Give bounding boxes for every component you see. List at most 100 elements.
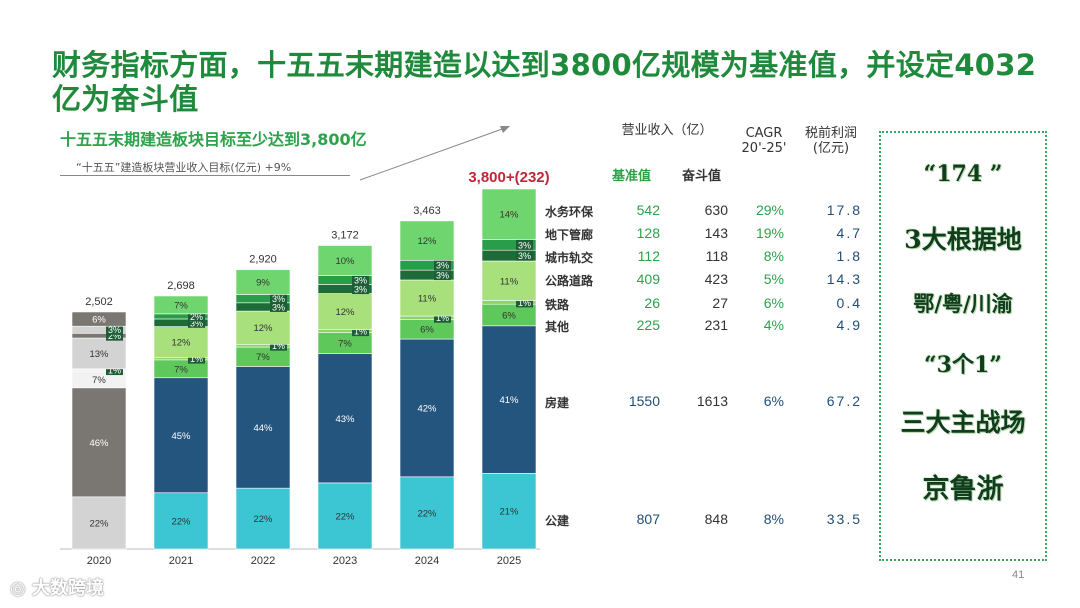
x-tick-label: 2025 — [497, 555, 521, 567]
profit-value: 4.9 — [836, 317, 862, 333]
x-tick-label: 2024 — [415, 555, 439, 567]
base-value: 1550 — [628, 393, 660, 409]
segment-pct-label: 7% — [338, 339, 352, 350]
bar-segment — [71, 311, 127, 327]
profit-value: 14.3 — [826, 271, 862, 287]
bar-segment — [481, 188, 537, 240]
cagr-value: 5% — [763, 271, 784, 287]
bar-segment — [71, 496, 127, 550]
small-segment-badge — [188, 317, 205, 328]
segment-pct-label: 3% — [190, 318, 203, 328]
base-value: 807 — [636, 511, 660, 527]
segment-pct-label: 3% — [272, 294, 285, 304]
segment-pct-label: 1% — [518, 298, 531, 308]
segment-pct-label: 22% — [89, 518, 109, 529]
bar-total-label: 3,800+(232) — [468, 169, 549, 186]
profit-value: 4.7 — [836, 225, 862, 241]
bar-segment — [317, 353, 373, 484]
bar-segment — [481, 325, 537, 474]
small-segment-badge — [434, 260, 451, 271]
segment-pct-label: 10% — [335, 256, 355, 267]
small-segment-badge — [352, 284, 369, 295]
bar-segment — [235, 269, 291, 295]
small-segment-badge — [188, 353, 205, 364]
bar-segment — [481, 473, 537, 550]
segment-pct-label: 3% — [354, 276, 367, 286]
segment-pct-label: 11% — [500, 276, 519, 287]
segment-label: 水务环保 — [545, 205, 594, 219]
segment-pct-label: 2% — [190, 312, 203, 322]
cagr-value: 8% — [763, 511, 784, 527]
segment-label: 公路道路 — [545, 274, 594, 288]
panel-item-3x1: “3个1” — [924, 352, 1002, 378]
segment-pct-label: 14% — [499, 210, 519, 221]
x-tick-label: 2022 — [251, 555, 275, 567]
segment-label: 公建 — [545, 514, 570, 528]
segment-pct-label: 7% — [174, 300, 188, 311]
bar-total-label: 2,920 — [249, 254, 277, 266]
segment-pct-label: 11% — [418, 294, 437, 305]
segment-pct-label: 42% — [417, 403, 437, 414]
segment-pct-label: 45% — [171, 431, 191, 442]
bar-total-label: 3,172 — [331, 229, 359, 241]
strive-value: 848 — [704, 511, 728, 527]
trend-arrow — [359, 127, 506, 181]
segment-pct-label: 1% — [108, 366, 121, 376]
x-tick-label: 2020 — [87, 555, 111, 567]
segment-label: 房建 — [545, 396, 570, 410]
small-segment-badge — [516, 239, 533, 250]
page-number: 41 — [1012, 569, 1025, 581]
segment-pct-label: 3% — [436, 261, 449, 271]
bar-total-label: 3,463 — [413, 205, 441, 217]
page-title: 财务指标方面，十五五末期建造以达到3800亿规模为基准值，并设定4032亿为奋斗… — [52, 48, 1037, 116]
segment-pct-label: 46% — [89, 438, 109, 449]
small-segment-badge — [516, 297, 533, 308]
small-segment-badge — [270, 293, 287, 304]
x-tick-label: 2023 — [333, 555, 357, 567]
segment-pct-label: 7% — [174, 364, 188, 375]
bar-segment — [153, 492, 209, 550]
segment-pct-label: 12% — [417, 236, 437, 247]
segment-label: 其他 — [545, 320, 570, 334]
small-segment-badge — [352, 275, 369, 286]
segment-pct-label: 41% — [499, 395, 519, 406]
segment-pct-label: 22% — [171, 516, 191, 527]
segment-label: 铁路 — [545, 298, 570, 312]
base-value: 128 — [636, 225, 660, 241]
segment-pct-label: 6% — [92, 315, 106, 326]
stacked-bar-chart: 22%46%7%1%13%2%3%6%2,502202022%45%7%1%12… — [60, 126, 550, 567]
base-value: 409 — [636, 271, 660, 287]
profit-value: 17.8 — [826, 202, 862, 218]
small-segment-badge — [106, 365, 123, 376]
cagr-value: 4% — [763, 317, 784, 333]
segment-pct-label: 3% — [518, 240, 531, 250]
small-segment-badge — [188, 311, 205, 322]
watermark-logo: ◎ 大数跨境 — [10, 578, 104, 599]
strive-value: 27 — [712, 295, 728, 311]
strive-value: 1613 — [696, 393, 728, 409]
cagr-value: 6% — [763, 295, 784, 311]
revenue-header: 营业收入（亿） — [621, 123, 713, 138]
segment-pct-label: 1% — [190, 354, 203, 364]
chart-note: “十五五”建造板块营业收入目标(亿元) +9% — [76, 161, 292, 174]
profit-header: 税前利润 (亿元) — [804, 126, 857, 156]
strive-value: 423 — [704, 271, 728, 287]
segment-pct-label: 6% — [502, 311, 516, 322]
segment-pct-label: 1% — [436, 313, 449, 323]
base-value: 112 — [637, 248, 660, 264]
segment-pct-label: 7% — [256, 352, 270, 363]
segment-pct-label: 7% — [92, 375, 106, 386]
segment-pct-label: 3% — [108, 325, 121, 335]
segment-pct-label: 1% — [272, 341, 285, 351]
bar-total-label: 2,698 — [167, 280, 195, 292]
panel-item-provinces: 京鲁浙 — [922, 474, 1004, 505]
bar-segment — [153, 326, 209, 358]
panel-item-regions: 鄂/粤/川渝 — [913, 291, 1013, 316]
base-header: 基准值 — [612, 169, 652, 184]
strive-value: 118 — [705, 248, 728, 264]
strive-value: 231 — [704, 317, 728, 333]
base-value: 26 — [644, 295, 660, 311]
segment-pct-label: 3% — [354, 285, 367, 295]
bar-segment — [317, 482, 373, 550]
small-segment-badge — [516, 250, 533, 261]
